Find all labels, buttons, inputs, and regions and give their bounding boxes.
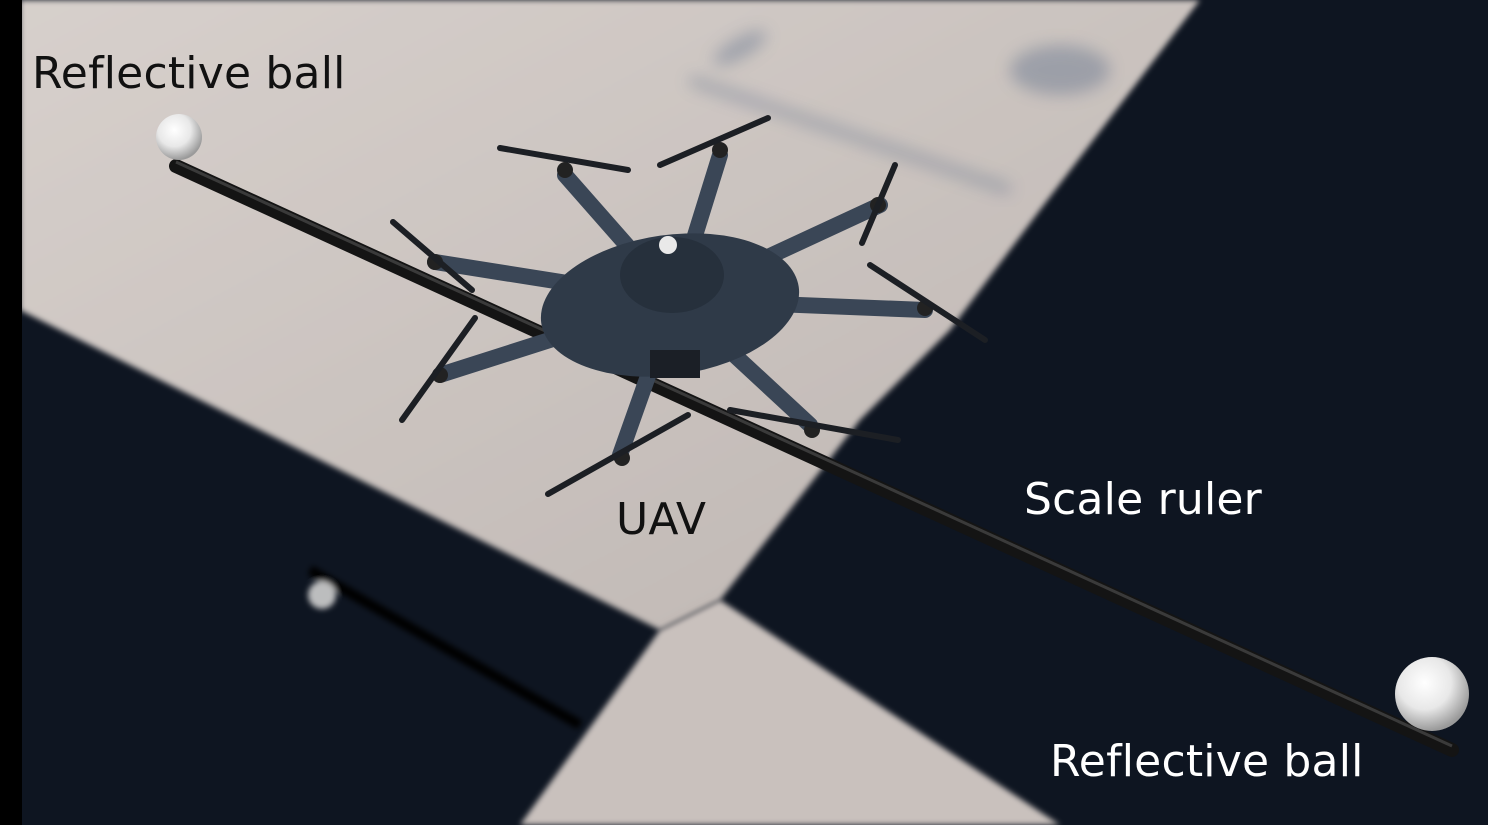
label-uav: UAV: [616, 494, 707, 545]
label-reflective-ball-top: Reflective ball: [32, 48, 346, 99]
label-scale-ruler: Scale ruler: [1024, 474, 1262, 525]
label-reflective-ball-bottom: Reflective ball: [1050, 736, 1364, 787]
reflective-ball-bottom-right: [1395, 657, 1469, 731]
ruler-reflection: [307, 565, 583, 730]
scale-ruler: [169, 159, 1459, 757]
uav-drone: [390, 115, 988, 497]
floor-shadows: [688, 30, 1110, 195]
reflective-ball-top-left: [156, 114, 202, 160]
left-border: [0, 0, 22, 825]
floor-light-tile-bottom: [520, 600, 1060, 825]
